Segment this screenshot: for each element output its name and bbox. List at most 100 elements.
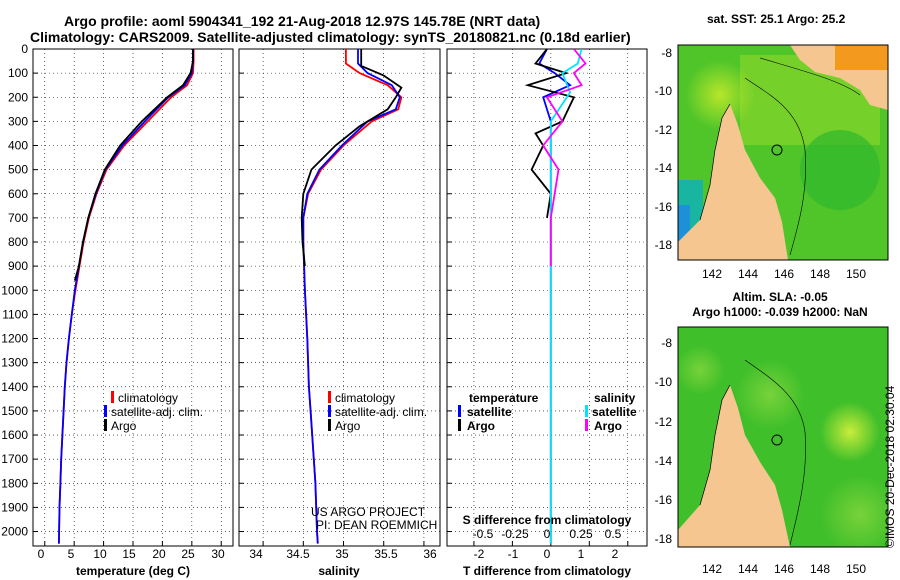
map-xtick: 142 bbox=[702, 267, 722, 281]
series-line-s-argo bbox=[542, 49, 587, 267]
map-xtick: 150 bbox=[846, 562, 866, 576]
depth-ytick: 2000 bbox=[1, 525, 28, 539]
map-ytick: -12 bbox=[655, 123, 673, 137]
legend-swatch-climatology bbox=[328, 391, 331, 403]
depth-ytick: 1800 bbox=[1, 476, 28, 490]
legend-label: Argo bbox=[467, 419, 495, 433]
diff-xtick: 1 bbox=[578, 547, 585, 561]
map-ytick: -16 bbox=[655, 200, 673, 214]
salinity-plot-frame bbox=[238, 48, 441, 547]
legend-label: satellite-adj. clim. bbox=[335, 405, 427, 419]
legend-label: Argo bbox=[594, 419, 622, 433]
diff-stick: -0.5 bbox=[473, 527, 494, 541]
temp-xtick: 5 bbox=[68, 547, 75, 561]
sla-map-title: Altim. SLA: -0.05 bbox=[732, 290, 828, 304]
legend-label: Argo bbox=[111, 419, 137, 433]
series-line-satellite bbox=[302, 49, 401, 544]
depth-ytick: 300 bbox=[8, 114, 28, 128]
series-line-argo bbox=[300, 49, 403, 267]
legend-label: satellite bbox=[592, 405, 637, 419]
map-ytick: -16 bbox=[655, 493, 673, 507]
legend-swatch-s-argo bbox=[585, 419, 588, 431]
depth-ytick: 1900 bbox=[1, 500, 28, 514]
map-xtick: 142 bbox=[702, 562, 722, 576]
sla-map bbox=[678, 327, 888, 547]
depth-ytick: 400 bbox=[8, 139, 28, 153]
map-xtick: 146 bbox=[774, 267, 794, 281]
depth-ytick: 1300 bbox=[1, 356, 28, 370]
depth-ytick: 500 bbox=[8, 163, 28, 177]
sal-xlabel: salinity bbox=[318, 564, 360, 578]
map-ytick: -10 bbox=[655, 375, 673, 389]
map-xtick: 144 bbox=[738, 267, 758, 281]
diff-xtick: -2 bbox=[474, 547, 485, 561]
diff-stick: -0.25 bbox=[501, 527, 529, 541]
sal-xtick: 34.5 bbox=[286, 547, 310, 561]
map-ytick: -14 bbox=[655, 454, 673, 468]
diff-stick: 0.25 bbox=[569, 527, 593, 541]
series-line-climatology bbox=[58, 49, 195, 544]
temp-xtick: 15 bbox=[122, 547, 136, 561]
depth-ytick: 700 bbox=[8, 211, 28, 225]
legend-label: satellite-adj. clim. bbox=[111, 405, 203, 419]
map-xtick: 150 bbox=[846, 267, 866, 281]
temp-legend: climatology satellite-adj. clim. Argo bbox=[104, 391, 203, 433]
depth-ytick: 1100 bbox=[2, 307, 28, 321]
depth-ytick: 1400 bbox=[1, 380, 28, 394]
legend-title-salinity: salinity bbox=[594, 391, 636, 405]
depth-ytick: 1000 bbox=[1, 283, 28, 297]
sal-legend: climatology satellite-adj. clim. Argo US… bbox=[311, 391, 437, 532]
series-line-argo bbox=[73, 49, 194, 281]
sal-xtick: 35 bbox=[335, 547, 349, 561]
legend-label: satellite bbox=[467, 405, 512, 419]
map-ytick: -14 bbox=[655, 161, 673, 175]
legend-swatch-satellite bbox=[328, 405, 331, 417]
depth-ytick: 0 bbox=[21, 42, 28, 56]
map-ytick: -10 bbox=[655, 84, 673, 98]
depth-ytick: 1500 bbox=[1, 404, 28, 418]
title-line-2: Climatology: CARS2009. Satellite-adjuste… bbox=[30, 29, 631, 45]
sst-map-title: sat. SST: 25.1 Argo: 25.2 bbox=[707, 12, 846, 26]
depth-ytick: 900 bbox=[8, 259, 28, 273]
argo-float-marker bbox=[771, 144, 783, 156]
map-xtick: 144 bbox=[738, 562, 758, 576]
diff-stick: 0 bbox=[544, 527, 551, 541]
map-ytick: -18 bbox=[655, 238, 673, 252]
temp-xtick: 30 bbox=[211, 547, 225, 561]
series-line-satellite bbox=[58, 49, 194, 544]
diff-stick: 0.5 bbox=[605, 527, 622, 541]
title-line-1: Argo profile: aoml 5904341_192 21-Aug-20… bbox=[64, 13, 541, 29]
sla-map-subtitle: Argo h1000: -0.039 h2000: NaN bbox=[692, 305, 867, 319]
map-ytick: -12 bbox=[655, 415, 673, 429]
diff-xtick: -1 bbox=[508, 547, 519, 561]
sal-xtick: 34 bbox=[249, 547, 263, 561]
map-ytick: -18 bbox=[655, 532, 673, 546]
credit-project: US ARGO PROJECT bbox=[311, 505, 426, 519]
series-line-climatology bbox=[302, 49, 403, 544]
argo-float-marker bbox=[771, 434, 783, 446]
credit-pi: PI: DEAN ROEMMICH bbox=[316, 518, 437, 532]
depth-ytick: 1200 bbox=[1, 332, 28, 346]
map-xtick: 148 bbox=[810, 562, 830, 576]
series-line-s-satellite bbox=[549, 49, 583, 544]
diff-legend: temperature satellite Argo salinity sate… bbox=[458, 391, 637, 433]
legend-title-temperature: temperature bbox=[469, 391, 539, 405]
diff-slabel: S difference from climatology bbox=[463, 513, 632, 527]
legend-swatch-argo bbox=[328, 419, 331, 431]
legend-label: climatology bbox=[118, 391, 178, 405]
legend-swatch-t-satellite bbox=[458, 405, 461, 417]
map-ytick: -8 bbox=[661, 46, 672, 60]
legend-swatch-argo bbox=[104, 419, 107, 431]
map-ytick: -8 bbox=[661, 336, 672, 350]
legend-label: climatology bbox=[335, 391, 395, 405]
legend-swatch-s-satellite bbox=[585, 405, 588, 417]
diff-xtick: 2 bbox=[612, 547, 619, 561]
map-xtick: 146 bbox=[774, 562, 794, 576]
sst-map bbox=[678, 45, 888, 260]
legend-swatch-climatology bbox=[111, 391, 114, 403]
temp-xtick: 0 bbox=[38, 547, 45, 561]
temp-xtick: 25 bbox=[181, 547, 195, 561]
sal-xtick: 35.5 bbox=[374, 547, 398, 561]
depth-ytick: 600 bbox=[8, 187, 28, 201]
